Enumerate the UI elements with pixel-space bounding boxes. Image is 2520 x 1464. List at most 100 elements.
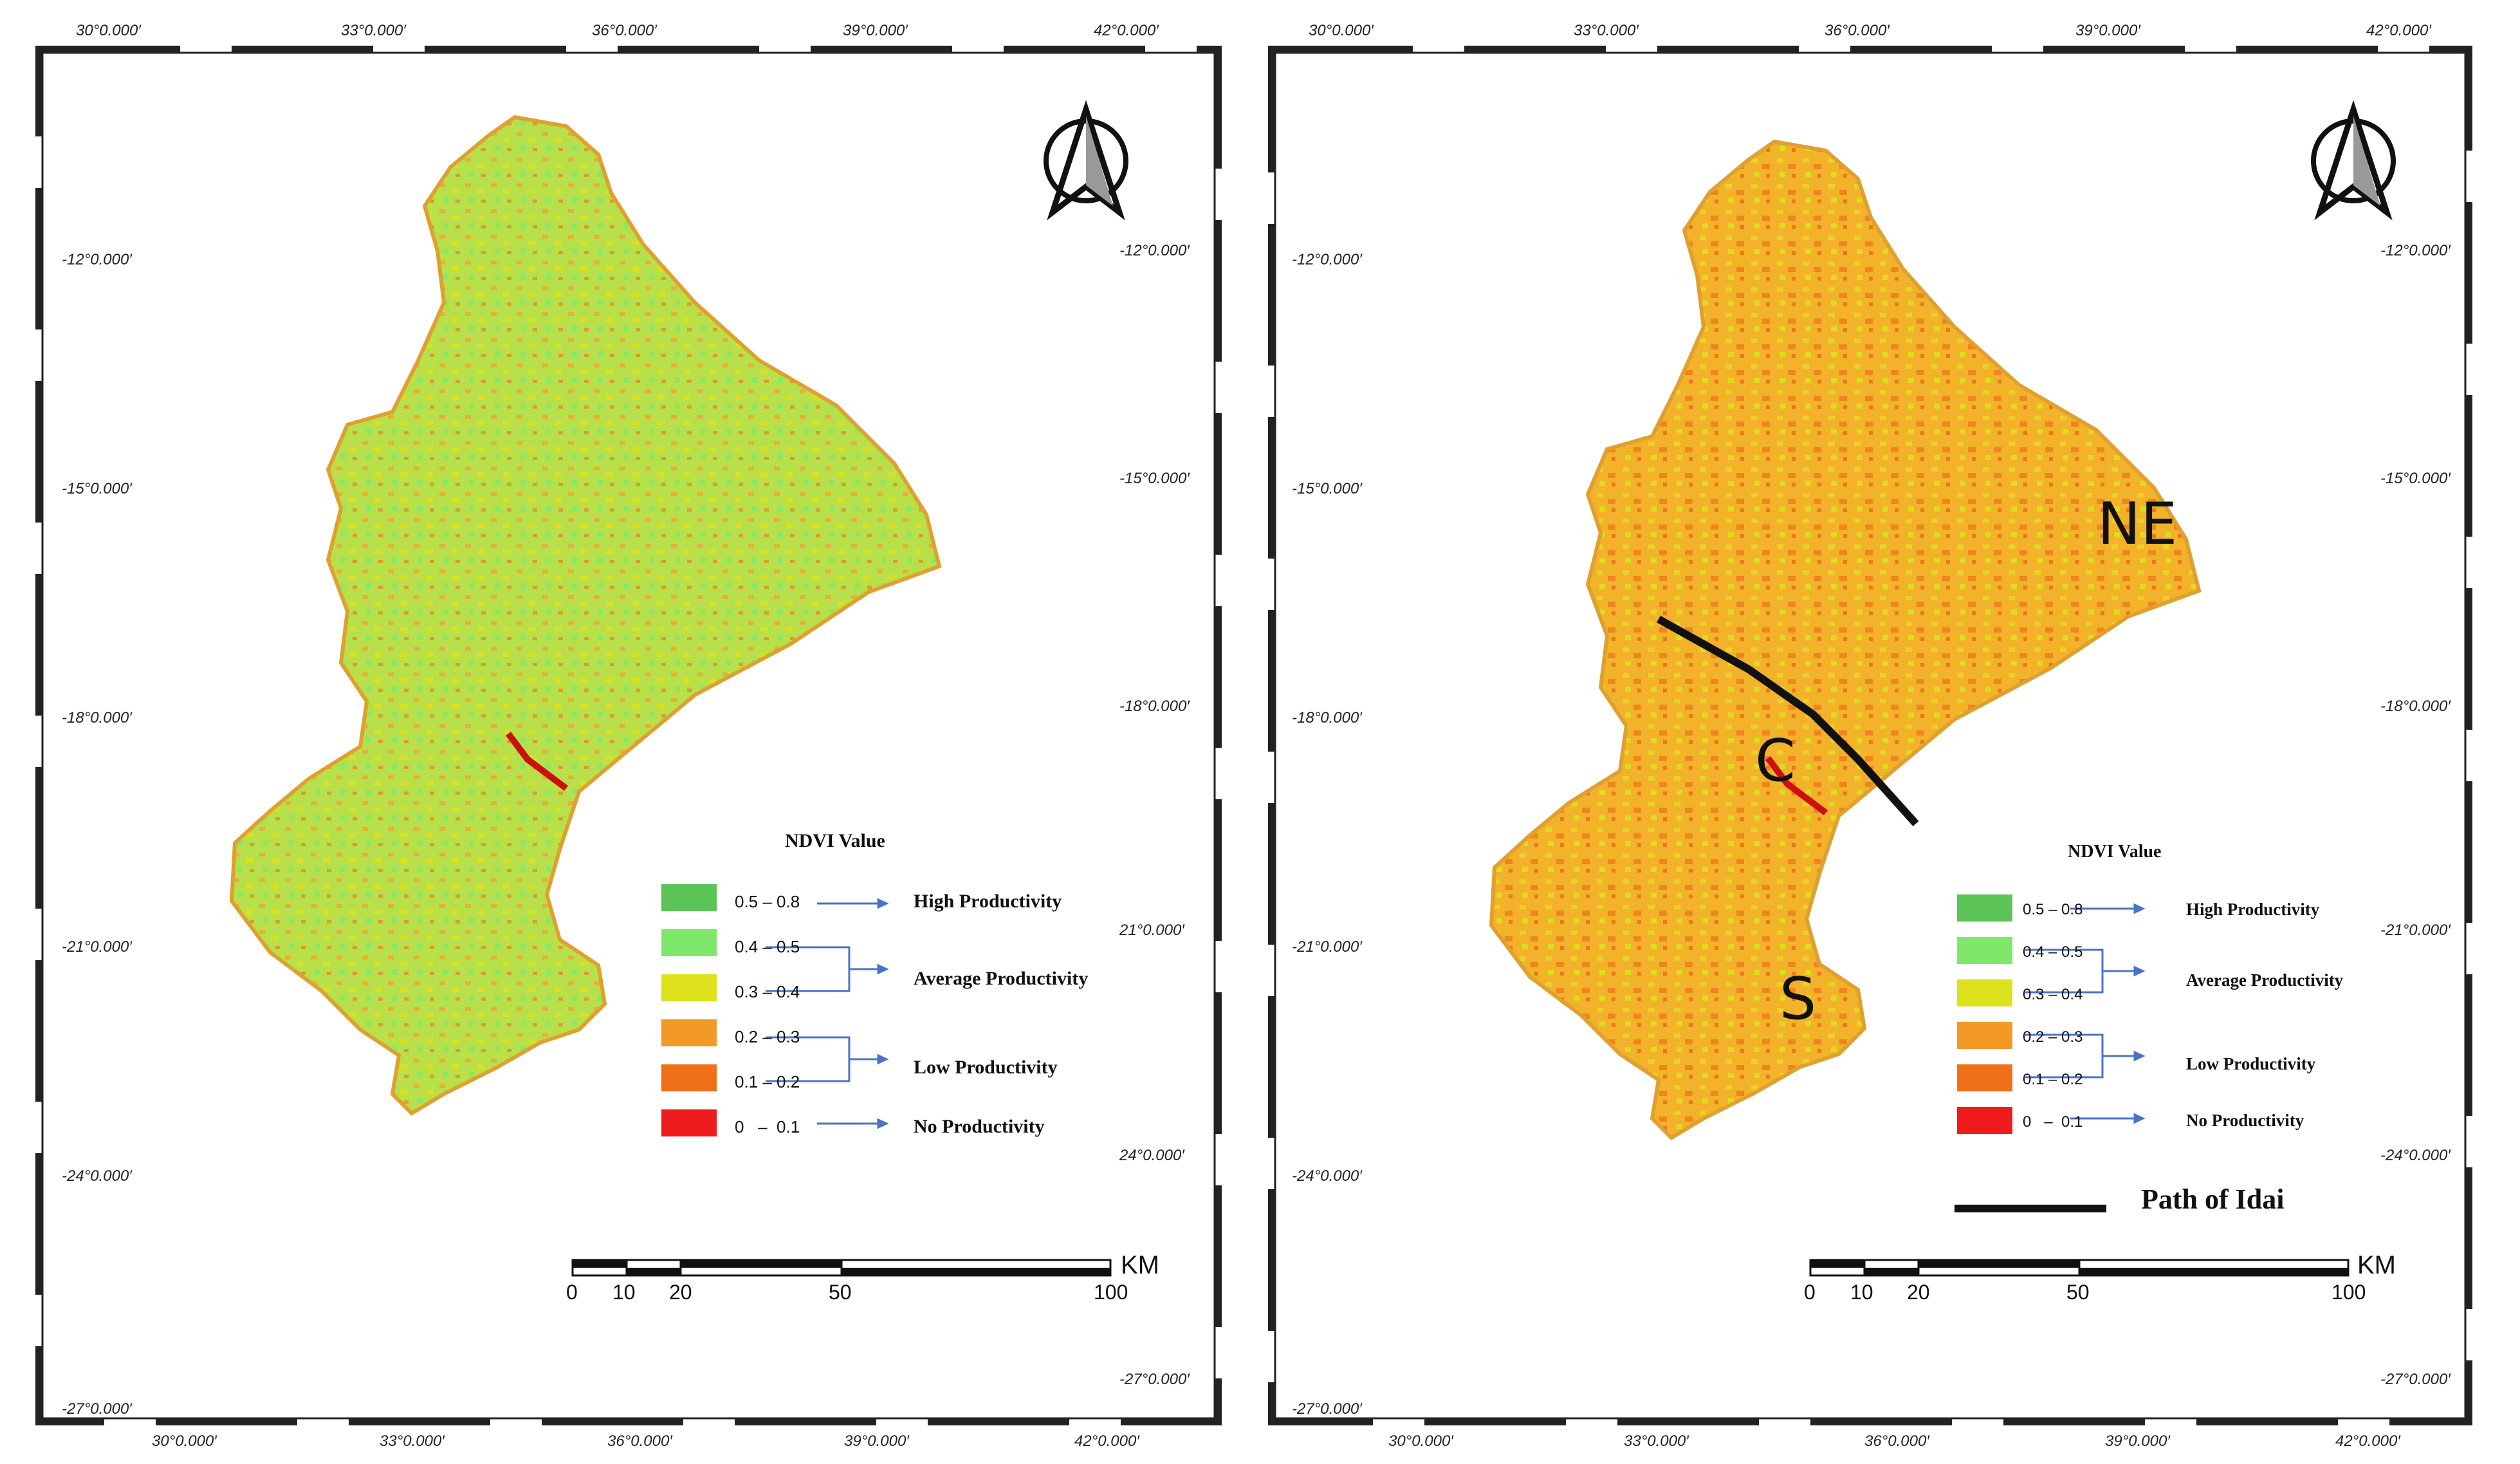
left-lat-4: -24°0.000′: [62, 1167, 132, 1185]
frame-tick-border: [1268, 46, 2472, 1425]
bottom-lon-2: 36°0.000′: [607, 1432, 672, 1450]
river-delta: [506, 732, 568, 791]
left-lat-0: -12°0.000′: [1292, 251, 1362, 268]
north-arrow-icon: [1044, 100, 1128, 221]
bottom-lon-4: 42°0.000′: [1074, 1432, 1139, 1450]
north-arrow-icon: [2311, 100, 2396, 221]
right-lat-5: -27°0.000′: [2380, 1371, 2451, 1388]
swatch-avg-high: [1957, 937, 2012, 964]
swatch-high: [661, 884, 717, 911]
scale-tick-4: 100: [2331, 1281, 2366, 1304]
region-label-c: C: [1755, 727, 1796, 795]
legend-label-average: Average Productivity: [914, 968, 1089, 989]
legend-label-low: Low Productivity: [2186, 1054, 2316, 1073]
top-lon-0: 30°0.000′: [1309, 22, 1374, 39]
swatch-low-high: [661, 1019, 717, 1046]
bottom-lon-0: 30°0.000′: [1388, 1432, 1453, 1450]
map-frame: [41, 51, 1216, 1420]
mozambique-ndvi-map-post: [1489, 139, 2202, 1140]
swatch-low-high: [1957, 1022, 2012, 1049]
right-lat-3: -21°0.000′: [2380, 922, 2451, 939]
left-map-svg: [35, 46, 1222, 1425]
top-lon-2: 36°0.000′: [592, 22, 657, 39]
bottom-lon-0: 30°0.000′: [152, 1432, 217, 1450]
right-lat-5: -27°0.000′: [1119, 1371, 1190, 1388]
right-lat-1: -15°0.000′: [2380, 470, 2451, 487]
region-label-ne: NE: [2097, 490, 2178, 558]
right-map-svg: [1268, 46, 2472, 1425]
legend-label-none: No Productivity: [2186, 1111, 2304, 1130]
bottom-lon-1: 33°0.000′: [380, 1432, 445, 1450]
legend-range-1: 0.4 – 0.5: [2023, 943, 2083, 961]
river-delta: [1765, 756, 1828, 815]
right-lat-2: -18°0.000′: [2380, 698, 2451, 715]
top-lon-0: 30°0.000′: [76, 22, 141, 39]
scale-bar: [1809, 1259, 2350, 1277]
left-lat-5: -27°0.000′: [1292, 1400, 1362, 1418]
legend-label-low: Low Productivity: [914, 1057, 1058, 1078]
top-lon-2: 36°0.000′: [1825, 22, 1890, 39]
top-lon-1: 33°0.000′: [1574, 22, 1639, 39]
bottom-lon-2: 36°0.000′: [1864, 1432, 1929, 1450]
scale-unit: KM: [2357, 1251, 2396, 1279]
legend-title: NDVI Value: [2068, 842, 2162, 862]
legend-label-none: No Productivity: [914, 1116, 1045, 1137]
swatch-avg-high: [661, 929, 717, 956]
scale-bar: [571, 1259, 1112, 1277]
scale-tick-2: 20: [1907, 1281, 1930, 1304]
legend-range-0: 0.5 – 0.8: [2023, 901, 2083, 918]
legend-label-high: High Productivity: [914, 891, 1062, 912]
mozambique-ndvi-map: [229, 115, 942, 1116]
legend-range-0: 0.5 – 0.8: [735, 892, 800, 911]
legend-label-average: Average Productivity: [2186, 970, 2344, 990]
swatch-avg-low: [1957, 979, 2012, 1006]
scale-unit: KM: [1121, 1251, 1159, 1279]
left-lat-4: -24°0.000′: [1292, 1167, 1362, 1185]
top-lon-1: 33°0.000′: [341, 22, 406, 39]
left-lat-1: -15°0.000′: [62, 480, 132, 497]
left-lat-1: -15°0.000′: [1292, 480, 1362, 497]
swatch-low-low: [1957, 1064, 2012, 1091]
left-lat-5: -27°0.000′: [62, 1400, 132, 1418]
legend-arrows: [766, 898, 889, 1129]
frame-tick-border: [35, 46, 1222, 1425]
swatch-high: [1957, 894, 2012, 922]
top-lon-3: 39°0.000′: [2075, 22, 2140, 39]
right-lat-1: -15°0.000′: [1119, 470, 1190, 487]
scale-tick-3: 50: [829, 1281, 852, 1304]
left-map-panel: 30°0.000′ 33°0.000′ 36°0.000′ 39°0.000′ …: [35, 22, 1222, 1450]
top-lon-3: 39°0.000′: [843, 22, 908, 39]
cyclone-idai-path: [1657, 615, 1919, 827]
legend-arrows: [2025, 903, 2146, 1124]
left-lat-2: -18°0.000′: [62, 709, 132, 727]
swatch-none: [1957, 1107, 2012, 1134]
scale-tick-1: 10: [612, 1281, 636, 1304]
scale-tick-0: 0: [1804, 1281, 1816, 1304]
scale-tick-0: 0: [566, 1281, 578, 1304]
scale-tick-2: 20: [669, 1281, 692, 1304]
swatch-none: [661, 1109, 717, 1136]
legend-range-1: 0.4 – 0.5: [735, 937, 800, 956]
right-lat-4: -24°0.000′: [2380, 1147, 2451, 1164]
legend-range-4: 0.1 – 0.2: [735, 1072, 800, 1091]
right-lat-4: 24°0.000′: [1119, 1147, 1184, 1164]
right-lat-0: -12°0.000′: [2380, 242, 2451, 259]
bottom-lon-1: 33°0.000′: [1624, 1432, 1689, 1450]
top-lon-4: 42°0.000′: [1094, 22, 1159, 39]
legend-title: NDVI Value: [785, 830, 885, 851]
swatch-low-low: [661, 1064, 717, 1091]
legend-range-2: 0.3 – 0.4: [735, 982, 800, 1001]
path-legend-label: Path of Idai: [2141, 1183, 2285, 1215]
scale-tick-3: 50: [2066, 1281, 2090, 1304]
right-lat-3: 21°0.000′: [1119, 922, 1184, 939]
bottom-lon-4: 42°0.000′: [2335, 1432, 2400, 1450]
left-lat-0: -12°0.000′: [62, 251, 132, 268]
legend-range-4: 0.1 – 0.2: [2023, 1071, 2083, 1088]
right-lat-0: -12°0.000′: [1119, 242, 1190, 259]
bottom-lon-3: 39°0.000′: [844, 1432, 909, 1450]
scale-tick-1: 10: [1850, 1281, 1873, 1304]
legend-range-3: 0.2 – 0.3: [735, 1027, 800, 1046]
bottom-lon-3: 39°0.000′: [2105, 1432, 2170, 1450]
legend-range-2: 0.3 – 0.4: [2023, 986, 2083, 1003]
top-lon-4: 42°0.000′: [2366, 22, 2431, 39]
